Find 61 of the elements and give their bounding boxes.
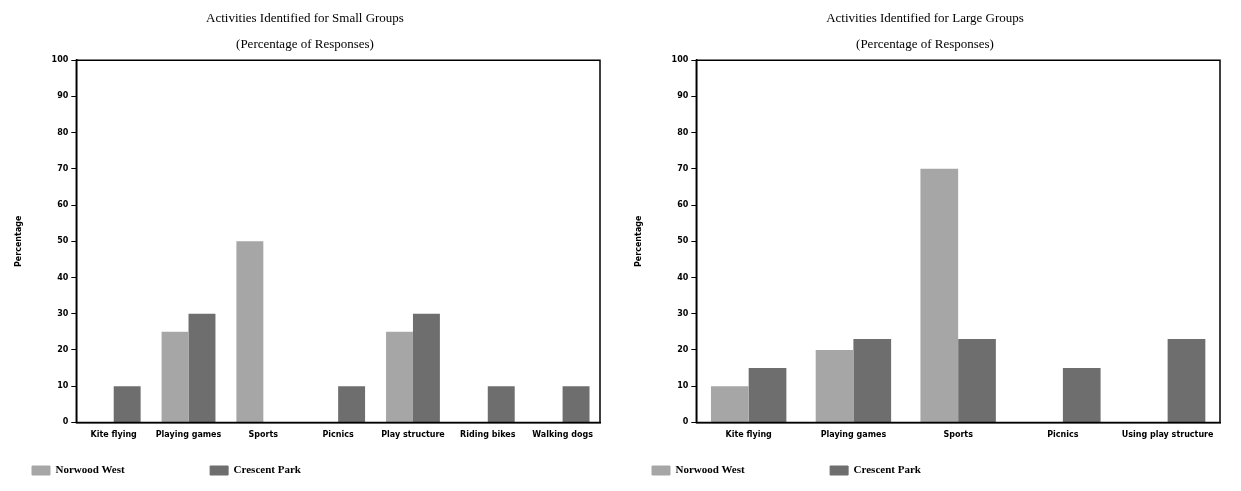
bar bbox=[748, 368, 787, 422]
bar bbox=[113, 386, 141, 422]
bar bbox=[1167, 339, 1206, 422]
y-tick-label: 70 bbox=[57, 163, 69, 173]
bar bbox=[236, 241, 264, 422]
chart-title: Activities Identified for Large Groups bbox=[826, 10, 1024, 26]
y-tick-label: 10 bbox=[677, 381, 689, 391]
legend-label: Norwood West bbox=[675, 463, 808, 476]
bar bbox=[853, 339, 892, 422]
chart-subtitle: (Percentage of Responses) bbox=[856, 35, 994, 51]
y-tick-label: 0 bbox=[682, 417, 689, 427]
bar bbox=[562, 386, 590, 422]
x-tick-label: Riding bikes bbox=[460, 430, 516, 440]
bar bbox=[487, 386, 515, 422]
bar bbox=[161, 331, 189, 422]
legend-label: Crescent Park bbox=[233, 463, 365, 476]
y-tick-label: 100 bbox=[671, 55, 689, 65]
x-tick-label: Play structure bbox=[381, 430, 446, 440]
bar bbox=[1062, 368, 1101, 422]
y-tick-label: 40 bbox=[57, 272, 69, 282]
y-tick-label: 100 bbox=[51, 55, 69, 65]
chart-title: Activities Identified for Small Groups bbox=[206, 10, 404, 26]
y-tick-label: 40 bbox=[677, 272, 689, 282]
bar bbox=[188, 313, 216, 422]
bar bbox=[920, 168, 959, 422]
bar bbox=[412, 313, 440, 422]
y-tick-label: 20 bbox=[677, 345, 689, 355]
bar bbox=[710, 386, 749, 422]
y-tick-label: 90 bbox=[677, 91, 689, 101]
bar bbox=[815, 349, 854, 422]
y-tick-label: 30 bbox=[57, 308, 69, 318]
legend-label: Norwood West bbox=[55, 463, 188, 476]
y-tick-label: 80 bbox=[677, 127, 689, 137]
y-tick-label: 30 bbox=[677, 308, 689, 318]
legend-label: Crescent Park bbox=[853, 463, 985, 476]
bar bbox=[386, 331, 413, 422]
y-tick-label: 90 bbox=[57, 91, 69, 101]
x-tick-label: Picnics bbox=[1047, 430, 1079, 440]
x-tick-label: Sports bbox=[943, 430, 974, 440]
x-tick-label: Using play structure bbox=[1121, 430, 1215, 440]
y-tick-label: 0 bbox=[62, 417, 69, 427]
y-tick-label: 10 bbox=[57, 381, 69, 391]
x-tick-label: Playing games bbox=[155, 430, 222, 440]
y-tick-label: 50 bbox=[677, 236, 689, 246]
y-tick-label: 60 bbox=[57, 200, 69, 210]
bar bbox=[958, 339, 996, 422]
y-tick-label: 60 bbox=[677, 200, 689, 210]
chart-subtitle: (Percentage of Responses) bbox=[236, 35, 374, 51]
x-tick-label: Picnics bbox=[322, 430, 355, 440]
y-tick-label: 80 bbox=[57, 127, 69, 137]
bar bbox=[338, 386, 366, 422]
y-tick-label: 50 bbox=[57, 236, 69, 246]
y-axis-title: Percentage bbox=[633, 215, 643, 268]
y-tick-label: 20 bbox=[57, 345, 69, 355]
x-tick-label: Walking dogs bbox=[532, 430, 594, 440]
y-axis-title: Percentage bbox=[13, 215, 23, 268]
x-tick-label: Playing games bbox=[820, 430, 887, 440]
y-tick-label: 70 bbox=[677, 163, 689, 173]
x-tick-label: Kite flying bbox=[90, 430, 138, 440]
x-tick-label: Sports bbox=[248, 430, 279, 440]
x-tick-label: Kite flying bbox=[725, 430, 773, 440]
